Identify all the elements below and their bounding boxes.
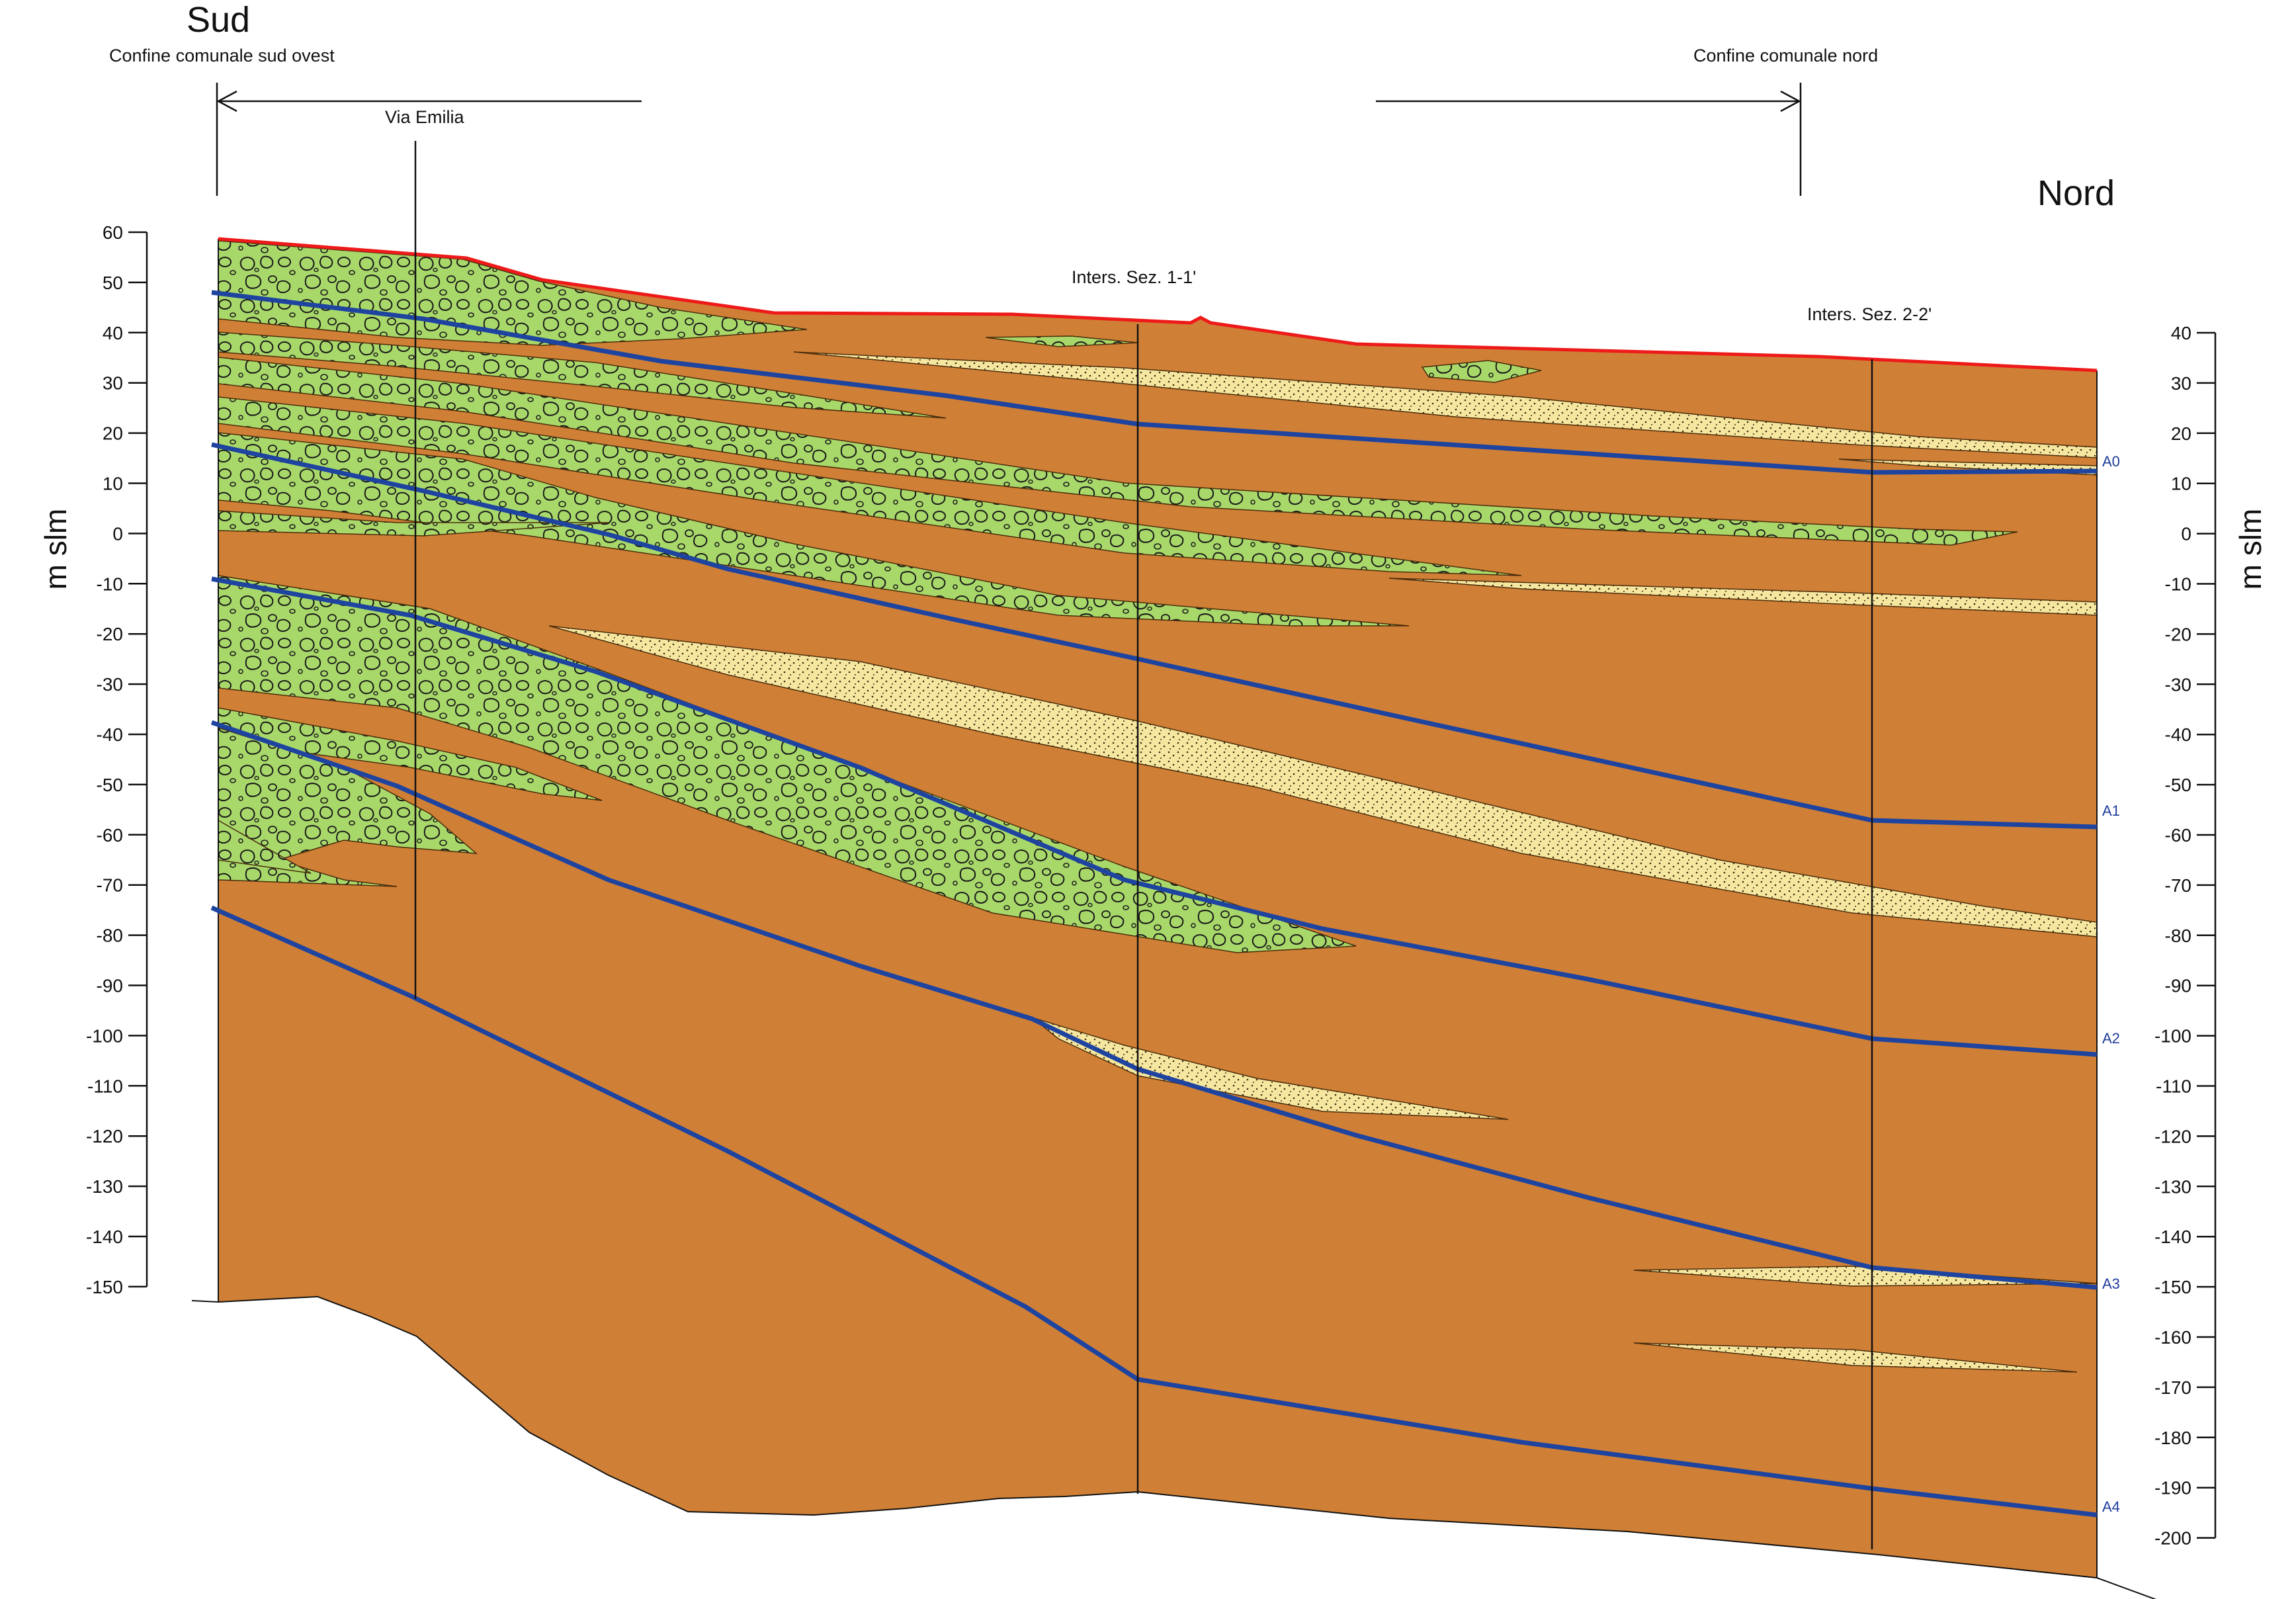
left-axis-tick-label: -10: [97, 574, 123, 594]
sand-lens: [1031, 1017, 1509, 1120]
aquifer-boundary-a3: [210, 720, 2098, 1290]
right-axis-tick-label: -140: [2154, 1227, 2191, 1247]
left-axis-tick-label: 20: [103, 423, 123, 444]
right-axis-tick-label: -20: [2165, 624, 2191, 644]
right-axis-tick-label: -110: [2156, 1076, 2191, 1097]
left-axis-tick-label: 30: [103, 373, 123, 394]
right-axis-tick-label: -150: [2154, 1277, 2191, 1297]
south-boundary-label: Confine comunale sud ovest: [109, 46, 335, 65]
left-axis-tick-label: -140: [86, 1227, 123, 1247]
left-axis-tick-label: 40: [103, 323, 123, 343]
right-axis: 40 30 20 10 0 -10 -20 -30 -40 -50 -60 -70 -80 -90 -100…: [2154, 323, 2217, 1549]
right-axis-tick-label: -180: [2154, 1428, 2191, 1448]
right-axis-tick-label: -200: [2154, 1528, 2191, 1549]
aquifer-label-a3: A3: [2102, 1275, 2120, 1292]
left-axis-tick-label: -150: [86, 1277, 123, 1297]
right-axis-tick-label: -80: [2165, 926, 2191, 946]
via-emilia-label: Via Emilia: [385, 107, 465, 127]
gravel-body: [218, 240, 808, 346]
extent-arrows: [216, 83, 1802, 196]
right-axis-tick-label: -30: [2165, 674, 2191, 695]
inters-1-label: Inters. Sez. 1-1': [1072, 267, 1196, 287]
right-axis-tick-label: -100: [2154, 1026, 2191, 1047]
right-axis-tick-label: -90: [2165, 976, 2191, 996]
right-axis-title: m slm: [2233, 509, 2268, 590]
left-axis-tick-label: -130: [86, 1176, 123, 1197]
aquifer-label-a0: A0: [2102, 453, 2120, 470]
left-axis-tick-label: 60: [103, 222, 123, 243]
left-axis-tick-label: -30: [97, 674, 123, 695]
right-axis-tick-label: 0: [2181, 524, 2191, 544]
aquifer-label-a2: A2: [2102, 1030, 2120, 1047]
right-axis-tick-label: -60: [2165, 825, 2191, 845]
right-axis-tick-label: -120: [2154, 1126, 2191, 1146]
aquifer-boundaries: [210, 290, 2098, 1518]
gravel-body: [218, 396, 1522, 576]
left-axis-tick-label: -90: [97, 976, 123, 996]
sand-layers: [548, 351, 2098, 1373]
right-axis-tick-label: -10: [2165, 574, 2191, 595]
ground-surface-line: [218, 237, 2098, 372]
left-axis-tick-label: -50: [97, 775, 123, 795]
aquifer-boundary-a0: [211, 290, 2098, 475]
right-axis-tick-label: 30: [2171, 373, 2191, 394]
left-axis-tick-label: -110: [87, 1076, 123, 1096]
reference-lines: [414, 141, 1873, 1549]
right-axis-tick-label: 40: [2171, 323, 2191, 343]
gravel-body: [218, 432, 1410, 627]
right-axis-tick-label: -70: [2165, 875, 2191, 896]
left-axis-tick-label: -100: [86, 1025, 123, 1046]
aquifer-label-a1: A1: [2102, 802, 2120, 819]
north-boundary-label: Confine comunale nord: [1693, 46, 1878, 65]
left-axis-tick-label: -70: [97, 875, 123, 896]
section-outline: [191, 239, 2157, 1599]
right-axis-tick-label: -130: [2154, 1176, 2191, 1197]
gravel-body: [1421, 360, 1542, 383]
gravel-body: [218, 331, 947, 419]
left-axis: 60 50 40 30 20 10 0 -10 -20 -30 -40 -50 -60 -70 -80 -90…: [86, 222, 148, 1297]
aquifer-boundary-a4: [210, 905, 2098, 1518]
right-axis-tick-label: -160: [2154, 1327, 2191, 1348]
left-axis-tick-label: 0: [112, 523, 123, 544]
right-axis-tick-label: -170: [2154, 1377, 2191, 1398]
right-axis-tick-label: -50: [2165, 775, 2191, 795]
left-axis-tick-label: -40: [97, 724, 123, 745]
north-label: Nord: [2037, 173, 2115, 213]
right-axis-tick-label: -40: [2165, 724, 2191, 745]
aquifer-boundary-a2: [211, 576, 2098, 1057]
inters-2-label: Inters. Sez. 2-2': [1807, 304, 1932, 324]
left-axis-title: m slm: [38, 509, 73, 590]
right-axis-tick-label: -190: [2154, 1478, 2191, 1498]
left-axis-tick-label: -20: [97, 624, 123, 644]
gravel-body: [218, 726, 478, 887]
right-axis-tick-label: 20: [2171, 423, 2191, 444]
left-axis-tick-label: 50: [103, 273, 123, 293]
sand-lens: [1633, 1342, 2078, 1373]
right-axis-tick-label: 10: [2171, 474, 2191, 494]
left-axis-tick-label: -120: [86, 1126, 123, 1146]
left-axis-tick-label: -80: [97, 926, 123, 946]
south-label: Sud: [187, 0, 250, 40]
gravel-body: [218, 357, 2018, 546]
left-axis-tick-label: -60: [97, 825, 123, 845]
left-axis-tick-label: 10: [103, 474, 123, 494]
aquifer-boundary-a1: [211, 442, 2098, 830]
aquifer-label-a4: A4: [2102, 1498, 2120, 1515]
